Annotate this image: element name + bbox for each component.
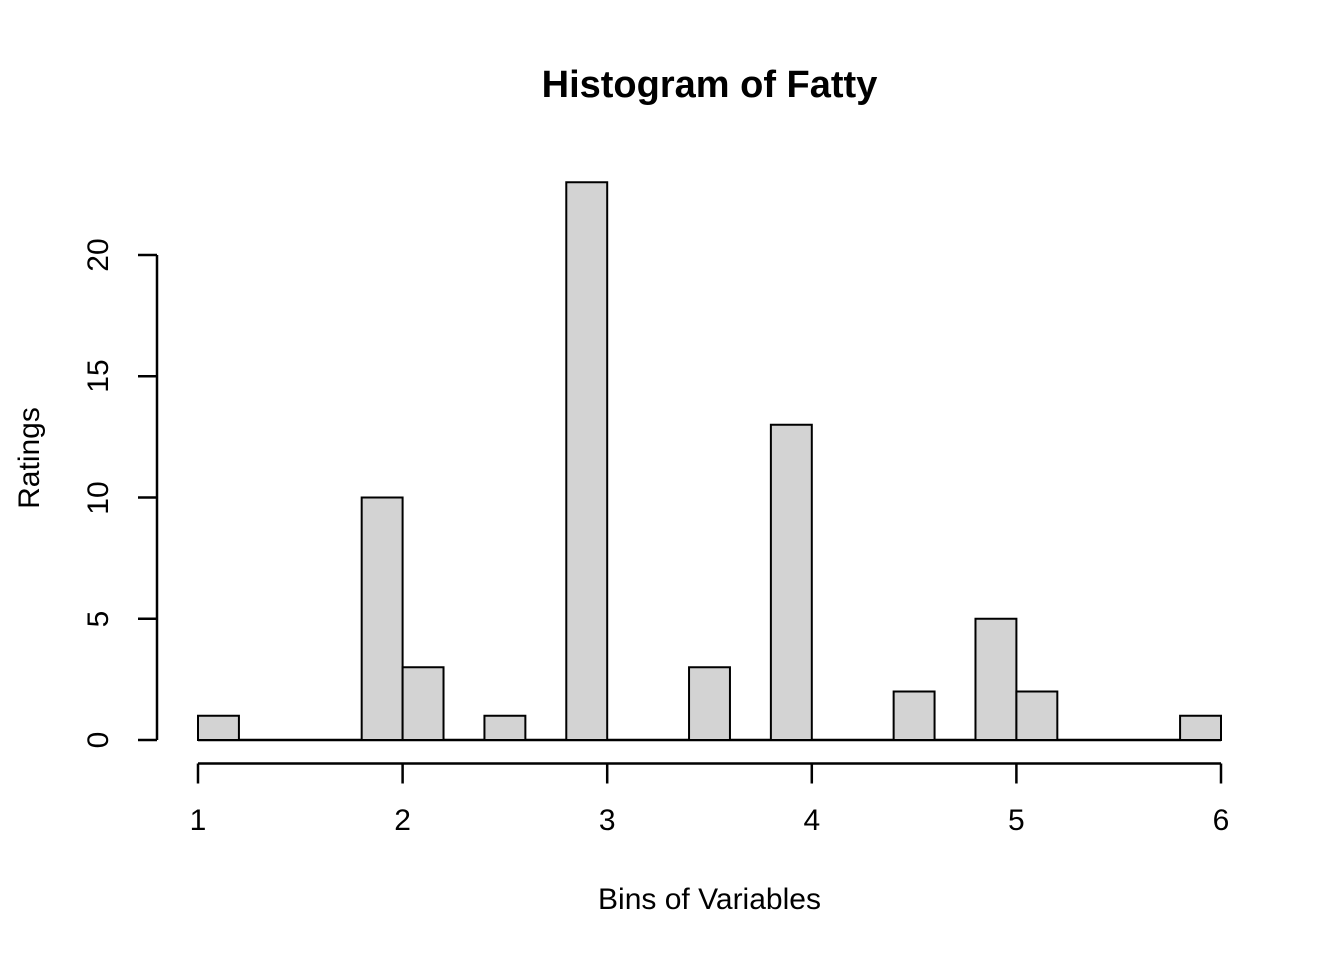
y-tick-label: 15 xyxy=(82,359,115,393)
y-tick-label: 5 xyxy=(82,610,115,628)
histogram-bar xyxy=(769,423,813,741)
x-tick-label: 2 xyxy=(394,804,411,837)
histogram-bar xyxy=(483,714,527,741)
x-tick-label: 1 xyxy=(189,804,207,837)
histogram-bar xyxy=(688,666,731,741)
histogram-bar xyxy=(974,617,1018,741)
histogram-bar xyxy=(1015,690,1059,741)
histogram-bar xyxy=(1179,714,1222,741)
y-tick-label: 0 xyxy=(82,731,115,749)
histogram-bar xyxy=(197,714,240,741)
histogram-bar xyxy=(401,666,445,741)
x-axis-label: Bins of Variables xyxy=(598,883,821,916)
histogram-bar xyxy=(565,181,609,741)
histogram-bar xyxy=(360,496,404,741)
y-tick-label: 20 xyxy=(82,238,115,272)
chart-title: Histogram of Fatty xyxy=(541,64,878,106)
y-axis-label: Ratings xyxy=(13,407,46,509)
x-tick-label: 3 xyxy=(598,804,616,837)
y-tick-label: 10 xyxy=(82,480,115,515)
x-tick-label: 4 xyxy=(803,804,821,837)
x-tick-label: 5 xyxy=(1008,804,1025,837)
x-tick-label: 6 xyxy=(1212,804,1230,837)
histogram-bar xyxy=(892,690,936,741)
